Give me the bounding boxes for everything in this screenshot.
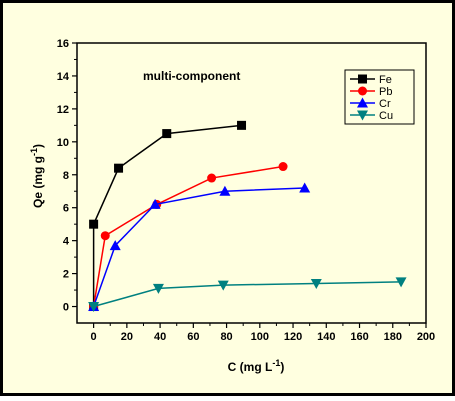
data-point-cr <box>219 185 231 196</box>
y-tick-label: 14 <box>57 71 70 83</box>
data-point-cu <box>395 277 407 288</box>
data-point-fe <box>114 163 124 173</box>
x-tick-label: 140 <box>317 331 335 343</box>
data-point-cu <box>310 278 322 289</box>
legend-marker-fe <box>358 74 367 84</box>
x-tick-label: 20 <box>121 331 133 343</box>
legend-marker-cu <box>357 110 368 121</box>
x-axis-label-main: C (mg L <box>228 360 273 374</box>
x-tick-label: 120 <box>284 331 302 343</box>
y-tick-label: 0 <box>63 302 69 314</box>
data-point-cu <box>217 280 229 291</box>
legend-marker-pb <box>358 86 367 96</box>
y-tick-label: 4 <box>63 236 70 248</box>
series-layer <box>88 120 407 313</box>
y-tick-label: 16 <box>57 38 69 50</box>
plot-area <box>76 42 427 324</box>
legend-label-cu: Cu <box>379 110 393 122</box>
chart-annotation: multi-component <box>143 69 240 83</box>
legend-marker-cr <box>357 97 368 108</box>
axes: 0 20 40 60 80 100 120 140 160 180 200 0 2 4 6 8 10 12 14 16 <box>57 38 435 343</box>
y-axis-label-sup: -1 <box>29 148 39 156</box>
data-point-fe <box>237 120 247 130</box>
y-axis-label-main: Qe (mg g <box>31 156 45 208</box>
data-point-pb <box>278 162 288 172</box>
x-tick-label: 160 <box>350 331 368 343</box>
data-point-cu <box>88 302 100 313</box>
y-tick-label: 6 <box>63 203 69 215</box>
y-tick-label: 12 <box>57 104 69 116</box>
legend-label-cr: Cr <box>379 98 391 110</box>
data-point-fe <box>162 129 172 139</box>
data-point-cr <box>299 182 311 193</box>
series-cu <box>88 277 407 313</box>
legend-label-fe: Fe <box>379 74 392 86</box>
data-point-fe <box>89 219 99 229</box>
data-point-pb <box>100 231 110 241</box>
y-axis-label: Qe (mg g-1) <box>29 144 45 208</box>
x-tick-label: 200 <box>417 331 435 343</box>
legend-label-pb: Pb <box>379 86 392 98</box>
x-axis-label-end: ) <box>280 360 284 374</box>
x-axis-label: C (mg L-1) <box>228 358 285 374</box>
x-tick-label: 180 <box>384 331 402 343</box>
x-tick-label: 100 <box>251 331 269 343</box>
data-point-cr <box>149 198 161 209</box>
y-tick-label: 8 <box>63 170 69 182</box>
x-tick-label: 0 <box>91 331 97 343</box>
data-point-cu <box>152 283 164 294</box>
x-tick-label: 80 <box>220 331 232 343</box>
y-axis-label-end: ) <box>31 144 45 148</box>
data-point-cr <box>109 240 121 251</box>
data-point-pb <box>207 173 217 183</box>
y-tick-label: 2 <box>63 269 69 281</box>
x-tick-label: 40 <box>154 331 166 343</box>
y-tick-label: 10 <box>57 137 69 149</box>
x-tick-label: 60 <box>187 331 199 343</box>
x-axis-label-sup: -1 <box>272 358 280 368</box>
